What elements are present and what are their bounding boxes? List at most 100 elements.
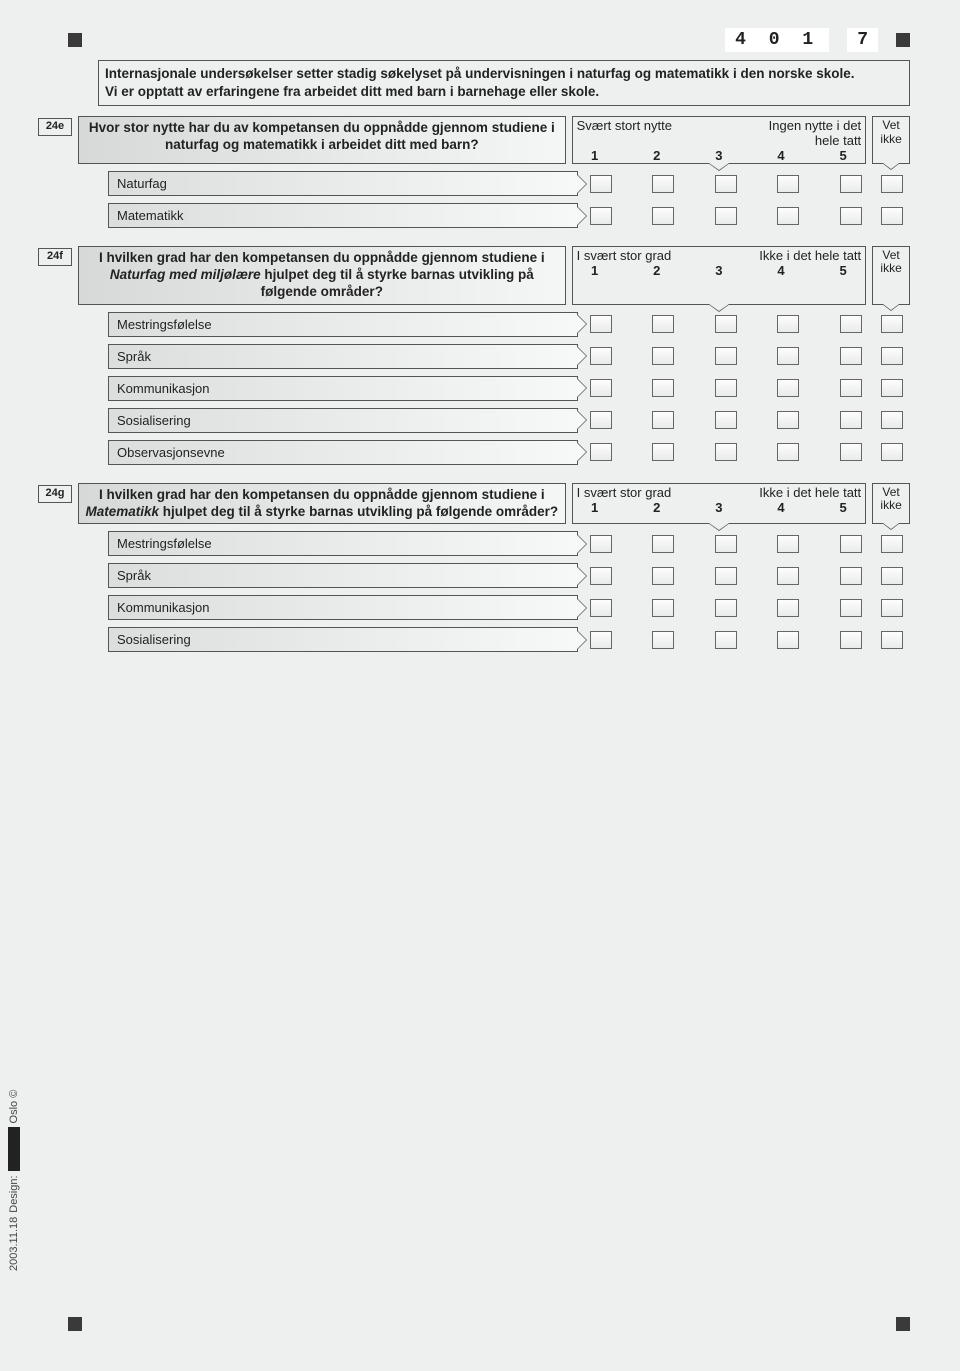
checkbox[interactable] bbox=[715, 599, 737, 617]
checkbox-vet-ikke[interactable] bbox=[881, 379, 903, 397]
checkbox[interactable] bbox=[840, 175, 862, 193]
checkbox[interactable] bbox=[652, 175, 674, 193]
checkbox[interactable] bbox=[777, 443, 799, 461]
item-label: Observasjonsevne bbox=[108, 440, 578, 465]
checkbox-vet-ikke[interactable] bbox=[881, 347, 903, 365]
checkbox[interactable] bbox=[590, 631, 612, 649]
checkbox-vet-ikke[interactable] bbox=[881, 411, 903, 429]
checkbox[interactable] bbox=[840, 535, 862, 553]
checkbox[interactable] bbox=[652, 315, 674, 333]
checkbox[interactable] bbox=[840, 567, 862, 585]
checkbox[interactable] bbox=[652, 411, 674, 429]
checkbox[interactable] bbox=[590, 207, 612, 225]
rating-boxes bbox=[584, 379, 868, 397]
checkbox[interactable] bbox=[840, 347, 862, 365]
checkbox[interactable] bbox=[715, 443, 737, 461]
checkbox[interactable] bbox=[715, 379, 737, 397]
checkbox[interactable] bbox=[777, 411, 799, 429]
scale-right-label: Ikke i det hele tatt bbox=[759, 249, 861, 263]
checkbox[interactable] bbox=[715, 175, 737, 193]
checkbox[interactable] bbox=[715, 535, 737, 553]
item-row: Kommunikasjon bbox=[68, 595, 910, 620]
checkbox[interactable] bbox=[840, 443, 862, 461]
checkbox-vet-ikke[interactable] bbox=[881, 631, 903, 649]
checkbox[interactable] bbox=[840, 599, 862, 617]
item-row: Mestringsfølelse bbox=[68, 531, 910, 556]
checkbox[interactable] bbox=[590, 411, 612, 429]
item-row: Språk bbox=[68, 563, 910, 588]
scale-num: 3 bbox=[709, 148, 729, 163]
checkbox-vet-ikke[interactable] bbox=[881, 599, 903, 617]
checkbox-vet-ikke[interactable] bbox=[881, 175, 903, 193]
checkbox[interactable] bbox=[652, 207, 674, 225]
item-row: Sosialisering bbox=[68, 627, 910, 652]
scale-header: I svært stor grad Ikke i det hele tatt 1… bbox=[572, 246, 867, 305]
checkbox[interactable] bbox=[715, 411, 737, 429]
rating-boxes bbox=[584, 347, 868, 365]
checkbox-vet-ikke[interactable] bbox=[881, 535, 903, 553]
rating-boxes bbox=[584, 207, 868, 225]
rating-boxes bbox=[584, 175, 868, 193]
item-row: Språk bbox=[68, 344, 910, 369]
scale-num: 1 bbox=[585, 263, 605, 278]
scale-num: 4 bbox=[771, 500, 791, 515]
checkbox-vet-ikke[interactable] bbox=[881, 443, 903, 461]
checkbox[interactable] bbox=[840, 411, 862, 429]
checkbox[interactable] bbox=[777, 207, 799, 225]
scale-num: 3 bbox=[709, 263, 729, 278]
corner-marker-top-right bbox=[896, 33, 910, 47]
checkbox[interactable] bbox=[652, 379, 674, 397]
corner-marker-bottom-right bbox=[896, 1317, 910, 1331]
checkbox-vet-ikke[interactable] bbox=[881, 315, 903, 333]
checkbox[interactable] bbox=[777, 379, 799, 397]
scale-num: 2 bbox=[647, 263, 667, 278]
scale-header: Svært stort nytte Ingen nytte i det hele… bbox=[572, 116, 867, 164]
checkbox[interactable] bbox=[590, 567, 612, 585]
checkbox[interactable] bbox=[715, 315, 737, 333]
checkbox[interactable] bbox=[652, 631, 674, 649]
checkbox[interactable] bbox=[840, 315, 862, 333]
checkbox[interactable] bbox=[715, 207, 737, 225]
scale-right-label: Ingen nytte i det hele tatt bbox=[751, 119, 861, 148]
item-label: Kommunikasjon bbox=[108, 376, 578, 401]
checkbox[interactable] bbox=[652, 347, 674, 365]
checkbox-vet-ikke[interactable] bbox=[881, 567, 903, 585]
checkbox[interactable] bbox=[840, 379, 862, 397]
item-label: Naturfag bbox=[108, 171, 578, 196]
intro-line-2: Vi er opptatt av erfaringene fra arbeide… bbox=[105, 83, 903, 101]
checkbox[interactable] bbox=[715, 347, 737, 365]
scale-left-label: Svært stort nytte bbox=[577, 119, 672, 148]
checkbox[interactable] bbox=[590, 175, 612, 193]
checkbox[interactable] bbox=[777, 175, 799, 193]
rating-boxes bbox=[584, 315, 868, 333]
item-row: Matematikk bbox=[68, 203, 910, 228]
checkbox[interactable] bbox=[590, 535, 612, 553]
checkbox[interactable] bbox=[652, 567, 674, 585]
checkbox[interactable] bbox=[590, 443, 612, 461]
checkbox[interactable] bbox=[590, 347, 612, 365]
item-label: Språk bbox=[108, 563, 578, 588]
rating-boxes bbox=[584, 567, 868, 585]
scale-left-label: I svært stor grad bbox=[577, 486, 672, 500]
checkbox[interactable] bbox=[652, 599, 674, 617]
checkbox[interactable] bbox=[777, 347, 799, 365]
checkbox[interactable] bbox=[777, 567, 799, 585]
checkbox[interactable] bbox=[590, 315, 612, 333]
checkbox[interactable] bbox=[590, 379, 612, 397]
checkbox[interactable] bbox=[652, 535, 674, 553]
checkbox[interactable] bbox=[777, 315, 799, 333]
checkbox[interactable] bbox=[777, 631, 799, 649]
checkbox[interactable] bbox=[777, 599, 799, 617]
checkbox[interactable] bbox=[777, 535, 799, 553]
rating-boxes bbox=[584, 443, 868, 461]
checkbox[interactable] bbox=[715, 567, 737, 585]
question-number: 24g bbox=[38, 485, 72, 503]
checkbox[interactable] bbox=[652, 443, 674, 461]
scale-right-label: Ikke i det hele tatt bbox=[759, 486, 861, 500]
checkbox[interactable] bbox=[590, 599, 612, 617]
question-24e: 24e Hvor stor nytte har du av kompetanse… bbox=[68, 116, 910, 228]
checkbox-vet-ikke[interactable] bbox=[881, 207, 903, 225]
checkbox[interactable] bbox=[840, 631, 862, 649]
checkbox[interactable] bbox=[840, 207, 862, 225]
checkbox[interactable] bbox=[715, 631, 737, 649]
